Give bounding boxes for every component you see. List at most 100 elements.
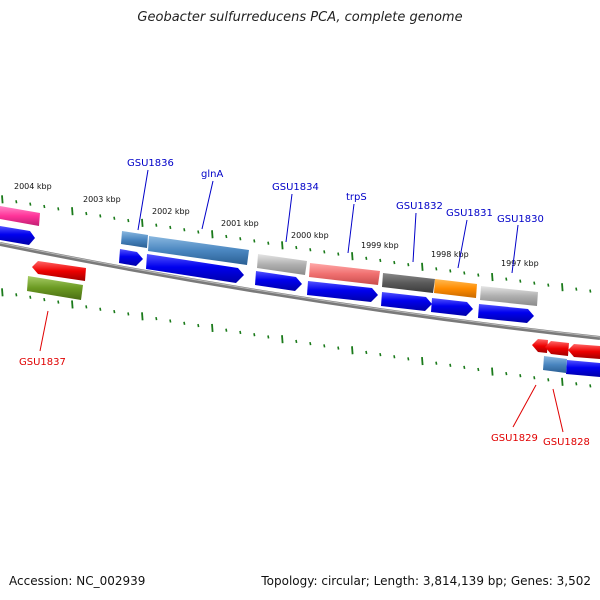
major-tick [561, 283, 564, 292]
feature-gsu1829[interactable] [543, 356, 567, 373]
gene-label-gsu1831[interactable]: GSU1831 [446, 208, 493, 219]
minor-tick [505, 371, 508, 376]
cds-arrow-reverse[interactable] [532, 339, 548, 353]
scale-label-2000: 2000 kbp [291, 231, 329, 240]
leader-gsu1830 [511, 224, 519, 274]
minor-tick [183, 321, 186, 325]
minor-tick [239, 237, 242, 241]
minor-tick [267, 241, 270, 245]
major-tick [351, 252, 354, 261]
leader-gsu1832 [412, 212, 417, 263]
minor-tick [449, 269, 452, 273]
major-tick [491, 273, 494, 282]
major-tick [281, 241, 284, 250]
leader-gsu1837 [39, 310, 49, 352]
gene-label-trpS[interactable]: trpS [346, 192, 367, 203]
gene-label-glnA[interactable]: glnA [201, 169, 223, 180]
gene-label-gsu1828[interactable]: GSU1828 [543, 437, 590, 448]
cds-arrow[interactable] [0, 226, 35, 245]
minor-tick [169, 225, 172, 230]
minor-tick [43, 297, 46, 302]
feature-gsu1836[interactable] [121, 231, 148, 248]
cds-arrow-reverse[interactable] [32, 261, 86, 281]
minor-tick [365, 256, 368, 260]
minor-tick [127, 218, 130, 223]
major-tick [351, 346, 354, 355]
major-tick [141, 218, 144, 227]
minor-tick [99, 307, 102, 311]
cds-arrow[interactable] [431, 298, 473, 316]
minor-tick [169, 319, 172, 323]
leader-gsu1831 [457, 219, 468, 269]
leader-gsu1834 [285, 193, 293, 243]
minor-tick [589, 289, 592, 293]
gene-label-gsu1830[interactable]: GSU1830 [497, 214, 544, 225]
cds-arrow[interactable] [566, 360, 600, 377]
leader-gsu1828 [552, 388, 564, 433]
minor-tick [435, 361, 438, 365]
minor-tick [113, 309, 116, 314]
minor-tick [519, 279, 522, 283]
minor-tick [15, 293, 18, 297]
cds-arrow[interactable] [381, 292, 432, 311]
minor-tick [407, 263, 410, 267]
cds-row-forward [0, 226, 600, 377]
cds-arrow[interactable] [478, 304, 534, 323]
major-tick [421, 356, 424, 366]
minor-tick [463, 271, 466, 275]
feature-gsu1830[interactable] [480, 286, 538, 306]
topology-text: Topology: circular; Length: 3,814,139 bp… [261, 574, 591, 588]
minor-tick [43, 204, 46, 209]
gene-label-gsu1829[interactable]: GSU1829 [491, 433, 538, 444]
feature-gsu1834[interactable] [257, 254, 307, 275]
feature-gsu1837[interactable] [27, 276, 83, 300]
major-tick [71, 300, 74, 309]
feature-pink[interactable] [0, 206, 40, 226]
scale-label-1998: 1998 kbp [431, 250, 469, 259]
minor-tick [183, 228, 186, 232]
minor-tick [505, 277, 508, 281]
cds-arrow[interactable] [255, 271, 302, 291]
cds-arrow[interactable] [146, 254, 244, 283]
minor-tick [323, 250, 326, 254]
cds-arrow-reverse[interactable] [545, 341, 569, 356]
minor-tick [155, 316, 158, 321]
gene-label-gsu1836[interactable]: GSU1836 [127, 158, 174, 169]
cds-arrow[interactable] [119, 249, 143, 266]
minor-tick [533, 281, 536, 285]
gene-label-gsu1832[interactable]: GSU1832 [396, 201, 443, 212]
cds-arrow-reverse[interactable] [568, 344, 600, 359]
leader-gsu1836 [137, 169, 149, 231]
gene-label-gsu1834[interactable]: GSU1834 [272, 182, 319, 193]
minor-tick [519, 374, 522, 378]
minor-tick [547, 283, 550, 287]
minor-tick [155, 223, 158, 227]
gene-label-gsu1837[interactable]: GSU1837 [19, 357, 66, 368]
leader-glnA [201, 180, 214, 230]
feature-gsu1832[interactable] [382, 273, 435, 293]
minor-tick [295, 339, 298, 344]
minor-tick [29, 295, 32, 299]
minor-tick [435, 267, 438, 271]
genome-backbone-highlight [0, 242, 600, 338]
minor-tick [589, 384, 592, 388]
cds-arrow[interactable] [307, 281, 378, 302]
minor-tick [309, 248, 312, 252]
minor-tick [477, 273, 480, 277]
minor-tick [29, 202, 32, 206]
minor-tick [239, 330, 242, 335]
minor-tick [337, 346, 340, 350]
feature-trpS[interactable] [309, 263, 380, 285]
minor-tick [547, 378, 550, 382]
minor-tick [267, 335, 270, 339]
scale-label-2004: 2004 kbp [14, 182, 52, 191]
minor-tick [253, 333, 256, 337]
feature-glnA[interactable] [148, 236, 249, 265]
minor-tick [407, 357, 410, 361]
minor-tick [57, 300, 60, 304]
minor-tick [533, 376, 536, 380]
leader-lines [39, 169, 564, 433]
feature-gsu1831[interactable] [434, 279, 477, 298]
feature-row-outer [0, 206, 567, 373]
